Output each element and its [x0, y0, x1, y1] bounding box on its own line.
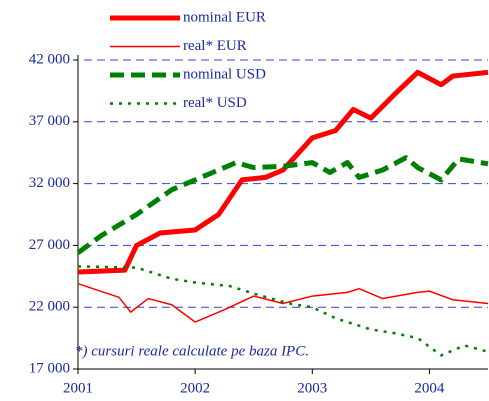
- y-tick-label: 37 000: [29, 113, 70, 129]
- x-tick-label: 2004: [414, 380, 445, 396]
- series-line: [77, 265, 489, 357]
- legend-label: nominal EUR: [183, 9, 266, 25]
- y-tick-label: 27 000: [29, 237, 70, 253]
- annotation: *) cursuri reale calculate pe baza IPC.: [75, 343, 309, 359]
- legend-label: real* USD: [183, 95, 247, 111]
- series-line: [76, 155, 489, 255]
- x-tick-label: 2003: [297, 380, 327, 396]
- y-tick-label: 17 000: [29, 360, 70, 376]
- legend-label: real* EUR: [183, 38, 247, 54]
- x-tick-label: 2002: [180, 380, 210, 396]
- legend-label: nominal USD: [183, 66, 266, 82]
- y-tick-label: 42 000: [29, 51, 70, 67]
- series-line: [77, 283, 489, 323]
- y-tick-label: 32 000: [29, 175, 70, 191]
- series-line: [77, 69, 489, 275]
- x-tick-label: 2001: [63, 380, 93, 396]
- y-tick-label: 22 000: [29, 299, 70, 315]
